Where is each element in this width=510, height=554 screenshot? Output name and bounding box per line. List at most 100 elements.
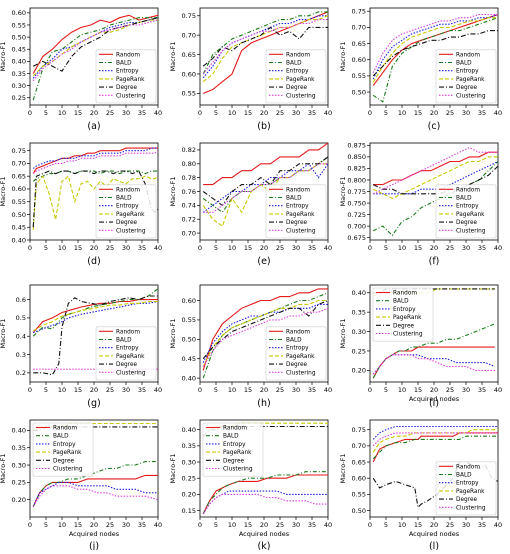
series-line-pagerank: [372, 156, 498, 200]
y-tick-label: 0.50: [352, 88, 366, 96]
series-line-entropy: [202, 490, 328, 515]
x-tick-label: 0: [368, 244, 372, 252]
series-line-degree: [202, 156, 328, 207]
legend-box: [372, 287, 434, 342]
y-tick-label: 0.50: [12, 211, 26, 219]
series-line-bald: [372, 435, 498, 460]
legend-label: Clustering: [456, 505, 486, 511]
y-tick-label: 0.30: [12, 82, 26, 90]
series-line-random: [373, 151, 498, 186]
y-tick-label: 0.65: [352, 458, 366, 466]
series-line-clustering: [202, 493, 328, 515]
x-tick-label: 20: [430, 521, 438, 529]
legend-box: [435, 184, 497, 239]
legend-label: Random: [393, 291, 417, 297]
legend-label: Entropy: [53, 442, 76, 448]
chart-panel-8: 0 5 10 15 20 25 30 35 40 0.40 0.45 0.50 0.55 0.60 Macr…: [169, 284, 332, 409]
chart-panel-1: 0 5 10 15 20 25 30 35 40 0.25 0.30 0.35 0.40 0.45 0.50…: [0, 7, 162, 132]
x-tick-label: 40: [154, 244, 162, 252]
legend-label: BALD: [393, 299, 409, 305]
x-tick-label: 5: [384, 386, 388, 394]
y-tick-label: 0.35: [12, 444, 26, 452]
legend: Random BALD Entropy PageRank Degree Clusterin…: [32, 422, 94, 477]
x-tick-label: 10: [58, 386, 66, 394]
legend-label: Degree: [53, 458, 75, 464]
x-tick-label: 35: [308, 521, 316, 529]
y-tick-label: 0.40: [182, 374, 196, 382]
y-tick-label: 0.60: [352, 56, 366, 64]
x-tick-label: 20: [260, 109, 268, 117]
y-tick-label: 0.78: [182, 174, 196, 182]
chart-panel-7: 0 5 10 15 20 25 30 35 40 0.2 0.3 0.4 0.5 0.6 Macro-F1 R…: [0, 284, 162, 409]
y-tick-label: 0.20: [12, 496, 26, 504]
x-tick-label: 25: [106, 521, 114, 529]
x-tick-label: 35: [138, 521, 146, 529]
y-axis-label: Macro-F1: [339, 41, 347, 71]
x-tick-label: 30: [462, 521, 470, 529]
y-tick-label: 0.25: [182, 475, 196, 483]
y-axis-label: Macro-F1: [0, 41, 7, 71]
legend-label: Degree: [286, 85, 308, 91]
y-tick-label: 0.825: [347, 165, 366, 173]
legend-label: Random: [456, 464, 480, 470]
y-tick-label: 0.76: [182, 188, 196, 196]
x-tick-label: 5: [214, 521, 218, 529]
legend-label: Random: [286, 52, 310, 58]
y-tick-label: 0.725: [347, 211, 366, 219]
x-tick-label: 15: [414, 386, 422, 394]
series-line-clustering: [32, 150, 158, 175]
panel-caption: (c): [428, 121, 441, 132]
y-tick-label: 0.30: [12, 461, 26, 469]
series-line-bald: [372, 161, 498, 237]
chart-panel-11: 0 5 10 15 20 25 30 35 40 0.15 0.20 0.25 0.30 0.35 0.40…: [169, 419, 332, 552]
y-tick-label: 0.30: [352, 328, 366, 336]
chart-panel-12: 0 5 10 15 20 25 30 35 40 0.50 0.55 0.60 0.65 0.70 0.75…: [339, 419, 502, 552]
legend-label: Clustering: [116, 93, 146, 99]
y-tick-label: 0.75: [182, 12, 196, 20]
x-tick-label: 10: [228, 244, 236, 252]
y-tick-label: 0.850: [347, 153, 366, 161]
x-tick-label: 5: [214, 244, 218, 252]
y-tick-label: 0.60: [182, 297, 196, 305]
y-tick-label: 0.750: [347, 199, 366, 207]
panel-caption: (f): [429, 256, 440, 267]
legend-label: Random: [116, 52, 140, 58]
x-tick-label: 30: [292, 386, 300, 394]
x-tick-label: 30: [122, 386, 130, 394]
series-line-pagerank: [202, 163, 328, 227]
x-tick-label: 35: [308, 244, 316, 252]
y-tick-label: 0.70: [352, 442, 366, 450]
x-tick-label: 30: [292, 521, 300, 529]
series-line-pagerank: [372, 17, 498, 83]
x-tick-label: 15: [244, 244, 252, 252]
panel-caption: (e): [257, 256, 270, 267]
legend-box: [265, 184, 327, 239]
y-tick-label: 0.3: [16, 351, 26, 359]
legend-label: Random: [53, 426, 77, 432]
y-tick-label: 0.20: [352, 367, 366, 375]
x-axis-label: Acquired nodes: [409, 395, 460, 403]
x-axis-label: Acquired nodes: [409, 530, 460, 538]
legend: Random BALD Entropy PageRank Degree Clusterin…: [95, 326, 157, 381]
y-tick-label: 0.40: [182, 426, 196, 434]
series-line-bald: [202, 471, 328, 515]
chart-panel-9: 0 5 10 15 20 25 30 35 40 0.20 0.25 0.30 0.35 0.40 Macr…: [339, 284, 502, 409]
x-tick-label: 30: [122, 521, 130, 529]
legend-label: Clustering: [116, 228, 146, 234]
series-line-bald: [372, 17, 498, 103]
x-tick-label: 25: [276, 244, 284, 252]
legend-label: PageRank: [456, 77, 485, 83]
legend-label: BALD: [223, 434, 239, 440]
legend-label: PageRank: [456, 489, 485, 495]
x-tick-label: 20: [430, 109, 438, 117]
legend: Random BALD Entropy PageRank Degree Clusterin…: [265, 49, 327, 104]
x-tick-label: 25: [106, 109, 114, 117]
legend-label: BALD: [286, 338, 302, 344]
legend-label: Random: [286, 187, 310, 193]
legend-label: Entropy: [116, 204, 139, 210]
x-tick-label: 40: [324, 109, 332, 117]
series-line-pagerank: [202, 15, 328, 83]
legend-label: Degree: [223, 458, 245, 464]
legend-label: Degree: [116, 85, 138, 91]
